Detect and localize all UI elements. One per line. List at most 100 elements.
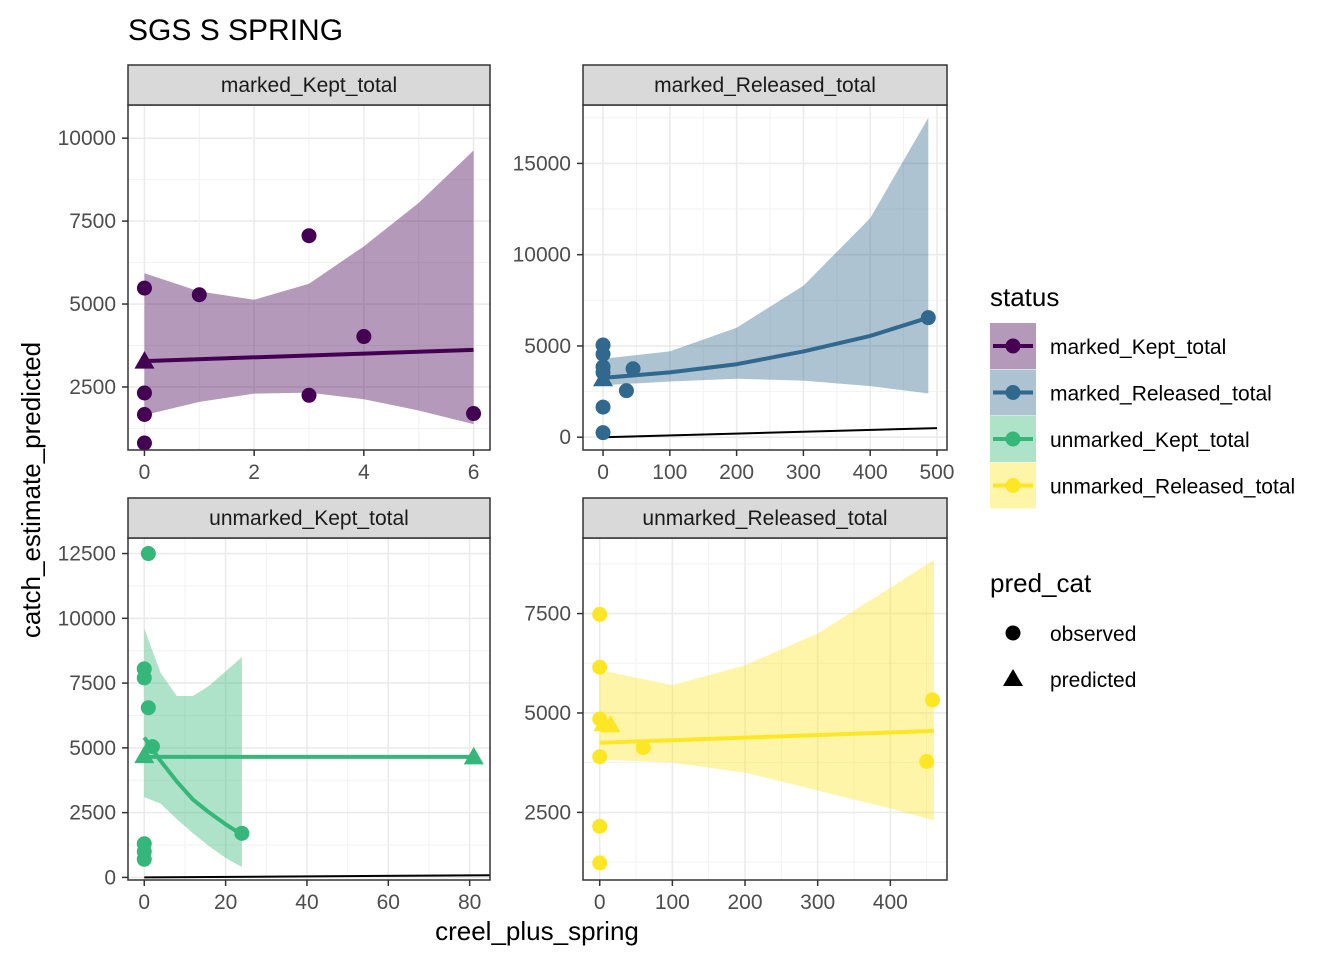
x-tick-label: 20: [214, 891, 237, 914]
x-tick-label: 200: [727, 891, 762, 914]
predicted-point: [463, 746, 484, 765]
x-tick-label: 2: [248, 461, 260, 484]
x-tick-label: 200: [719, 461, 754, 484]
legend-entry-marked_Released_total: marked_Released_total: [990, 369, 1272, 416]
legend-entry-predicted: predicted: [1003, 669, 1136, 692]
panel-data: [592, 559, 940, 871]
y-tick-label: 0: [104, 866, 116, 889]
legend-title-pred-cat: pred_cat: [990, 568, 1092, 598]
facet-strip-label: marked_Released_total: [654, 74, 876, 97]
confidence-ribbon: [144, 628, 242, 868]
legend-shape-circle: [1005, 625, 1021, 641]
panel-marked_Kept_total: marked_Kept_total 0 2 4 6 2500 5000 7500 10000: [58, 64, 491, 484]
x-axis-label: creel_plus_spring: [435, 916, 639, 946]
x-tick-label: 40: [295, 891, 318, 914]
observed-point: [592, 659, 608, 675]
panel-data: [134, 546, 490, 879]
observed-point: [140, 700, 156, 716]
observed-point: [618, 383, 634, 399]
legend-label: observed: [1050, 623, 1136, 646]
x-tick-label: 4: [358, 461, 370, 484]
y-tick-label: 5000: [524, 702, 571, 725]
observed-point: [919, 753, 935, 769]
observed-point: [234, 825, 250, 841]
panel-background: [128, 538, 490, 880]
y-tick-label: 5000: [69, 737, 116, 760]
x-tick-label: 80: [458, 891, 481, 914]
x-tick-label: 300: [786, 461, 821, 484]
y-tick-label: 5000: [524, 335, 571, 358]
legend-key-point: [1005, 478, 1021, 493]
observed-point: [595, 346, 611, 362]
reference-line: [603, 427, 938, 439]
observed-point: [625, 361, 641, 377]
x-tick-label: 500: [919, 461, 954, 484]
chart-title: SGS S SPRING: [128, 14, 343, 47]
facet-strip: [127, 64, 491, 106]
x-tick-label: 300: [800, 891, 835, 914]
y-tick-label: 2500: [69, 376, 116, 399]
legend-shape-triangle: [1003, 669, 1023, 686]
observed-point: [136, 385, 152, 401]
legend-label: unmarked_Kept_total: [1050, 429, 1250, 452]
fit-line: [599, 728, 934, 745]
observed-point: [301, 228, 317, 244]
legend-entry-unmarked_Released_total: unmarked_Released_total: [990, 462, 1295, 509]
y-tick-label: 10000: [58, 607, 116, 630]
confidence-ribbon: [144, 150, 474, 425]
fit-line: [144, 347, 474, 364]
confidence-ribbon: [603, 117, 929, 394]
legend-key-point: [1005, 338, 1021, 354]
facet-strip-label: unmarked_Released_total: [642, 507, 887, 530]
panel-data: [134, 150, 482, 450]
y-tick-label: 7500: [524, 603, 571, 626]
observed-point: [595, 399, 611, 415]
observed-point: [136, 670, 152, 686]
legend-key-point: [1005, 385, 1021, 400]
observed-point: [301, 387, 317, 403]
facet-strip-label: unmarked_Kept_total: [209, 507, 409, 530]
observed-point: [635, 740, 651, 756]
y-tick-label: 12500: [58, 543, 116, 566]
legend-entry-unmarked_Kept_total: unmarked_Kept_total: [990, 416, 1250, 462]
x-tick-label: 0: [597, 461, 609, 484]
observed-point: [136, 407, 152, 423]
facet-strip: [582, 497, 948, 539]
x-tick-label: 400: [853, 461, 888, 484]
facet-strip: [582, 64, 948, 106]
panel-data: [593, 117, 938, 441]
legend-title-status: status: [990, 282, 1059, 312]
predicted-point: [134, 745, 155, 764]
legend-label: marked_Kept_total: [1050, 336, 1226, 359]
legend: status marked_Kept_total marked_Released_t…: [990, 282, 1295, 692]
observed-point: [136, 435, 152, 450]
y-tick-label: 10000: [513, 244, 571, 267]
confidence-ribbon: [599, 559, 934, 821]
x-tick-label: 6: [468, 461, 480, 484]
observed-point: [136, 851, 152, 867]
legend-key-point: [1005, 431, 1021, 447]
facet-strip-label: marked_Kept_total: [221, 74, 397, 97]
panel-background: [583, 105, 947, 450]
reference-line: [144, 874, 490, 879]
predicted-point: [600, 714, 621, 733]
predicted-point: [134, 351, 155, 369]
facet-strip: [127, 497, 491, 539]
x-tick-label: 60: [377, 891, 400, 914]
observed-point: [592, 749, 608, 765]
predicted-point: [593, 368, 614, 387]
y-tick-label: 2500: [524, 801, 571, 824]
observed-point: [592, 606, 608, 622]
panel-background: [583, 538, 947, 880]
y-tick-label: 7500: [69, 672, 116, 695]
legend-entry-marked_Kept_total: marked_Kept_total: [990, 323, 1226, 369]
observed-point: [140, 546, 156, 562]
x-tick-label: 0: [594, 891, 606, 914]
y-tick-label: 15000: [513, 152, 571, 175]
panel-unmarked_Kept_total: unmarked_Kept_total 0 20 40 60 80 0 2500 5000 750…: [58, 497, 491, 914]
fit-line: [142, 736, 243, 837]
legend-label: unmarked_Released_total: [1050, 476, 1295, 499]
